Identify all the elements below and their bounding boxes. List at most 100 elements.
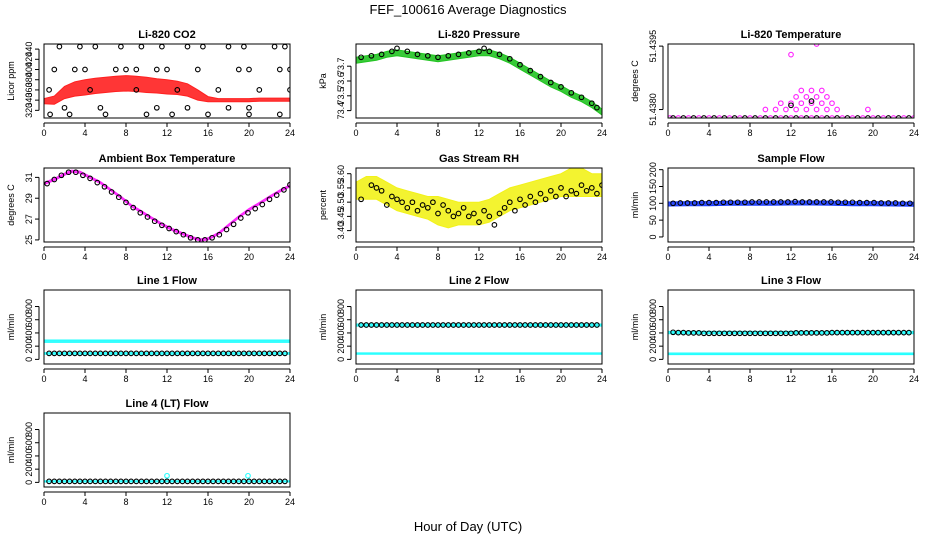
plot-area [668, 329, 914, 356]
panel-boxtemp: Ambient Box Temperature degrees C 0 4 8 12 16 2… [6, 153, 295, 262]
point-samples [793, 106, 799, 113]
plot-area [44, 169, 290, 242]
point-averages [58, 172, 65, 179]
x-tick-label: 20 [868, 128, 878, 138]
point-averages [849, 199, 856, 206]
point-averages [281, 187, 287, 193]
x-tick-label: 20 [556, 128, 566, 138]
y-tick-label: 800 [336, 299, 346, 314]
point-averages [820, 199, 827, 205]
x-tick-label: 8 [123, 252, 128, 262]
x-tick-label: 16 [515, 374, 525, 384]
panel-title: Ambient Box Temperature [99, 153, 236, 165]
point-averages [677, 200, 684, 206]
plot-area [356, 168, 602, 229]
point-samples [818, 100, 825, 107]
x-tick-label: 8 [747, 374, 752, 384]
x-tick-label: 24 [597, 374, 607, 384]
x-tick-label: 8 [123, 128, 128, 138]
point-averages [225, 104, 232, 111]
point-averages [194, 237, 201, 242]
y-tick-label: 0 [24, 357, 34, 362]
point-averages [670, 329, 676, 336]
point-averages [153, 104, 160, 111]
figure-xlabel: Hour of Day (UTC) [414, 519, 522, 534]
x-tick-label: 12 [786, 128, 796, 138]
point-averages [906, 329, 912, 336]
point-averages [895, 329, 902, 336]
point-averages [358, 322, 364, 328]
point-averages [66, 111, 73, 118]
point-averages [568, 187, 575, 194]
point-averages [491, 222, 498, 228]
point-samples-spikes [164, 472, 170, 479]
x-tick-label: 12 [474, 128, 484, 138]
plot-frame [43, 167, 291, 243]
point-averages [287, 181, 290, 188]
panel-line1: Line 1 Flow ml/min 0 4 8 12 16 20 24 0 20040060080… [6, 275, 295, 384]
point-averages [237, 215, 244, 221]
x-tick-label: 16 [515, 252, 525, 262]
point-averages [835, 199, 842, 206]
x-tick-label: 20 [556, 374, 566, 384]
y-tick-label: 3.60 [336, 165, 346, 183]
point-averages [246, 66, 252, 73]
point-averages [153, 66, 160, 73]
point-samples [793, 94, 799, 100]
x-tick-label: 4 [82, 252, 87, 262]
point-averages [532, 199, 539, 206]
y-tick-label: 25 [24, 235, 34, 245]
point-averages [594, 322, 600, 328]
x-tick-label: 20 [868, 374, 878, 384]
x-tick-label: 8 [435, 252, 440, 262]
point-averages [698, 199, 705, 206]
x-tick-label: 16 [203, 497, 213, 507]
y-axis-label: Licor ppm [6, 61, 16, 101]
y-axis-label: ml/min [630, 192, 640, 219]
point-averages [506, 55, 513, 62]
point-samples [777, 100, 784, 107]
point-averages [481, 45, 487, 52]
x-tick-label: 0 [353, 252, 358, 262]
point-samples [762, 106, 769, 113]
point-samples [783, 106, 789, 113]
y-tick-label: 29 [24, 193, 34, 203]
point-averages [72, 169, 79, 176]
point-averages [558, 185, 564, 191]
x-tick-label: 12 [786, 252, 796, 262]
point-averages [792, 198, 798, 205]
x-tick-label: 0 [665, 128, 670, 138]
point-averages [241, 44, 247, 50]
point-averages [435, 210, 441, 217]
point-averages [173, 228, 180, 235]
y-tick-label: 200 [648, 162, 658, 177]
point-averages [763, 199, 770, 205]
x-tick-label: 8 [747, 128, 752, 138]
point-averages [66, 478, 73, 485]
y-axis-label: percent [318, 189, 328, 220]
point-averages [813, 330, 820, 336]
y-tick-label: 600 [336, 312, 346, 327]
point-averages [450, 213, 457, 220]
figure-title: FEF_100616 Average Diagnostics [369, 2, 567, 17]
series-samples-band [356, 49, 602, 116]
point-averages [164, 66, 170, 73]
point-averages [878, 200, 885, 206]
series-samples-low-band [356, 352, 602, 355]
point-averages [399, 322, 405, 328]
point-averages [118, 44, 124, 50]
point-averages [276, 66, 283, 73]
y-axis-label: ml/min [6, 314, 16, 341]
point-averages [399, 199, 405, 206]
y-tick-label: 51.4395 [648, 30, 658, 63]
point-samples-spikes [245, 472, 251, 479]
point-averages [77, 44, 83, 50]
x-tick-label: 8 [435, 374, 440, 384]
x-tick-label: 16 [827, 128, 837, 138]
point-averages [210, 478, 216, 485]
x-tick-label: 24 [285, 497, 295, 507]
point-averages [169, 111, 175, 118]
point-averages [194, 66, 201, 73]
